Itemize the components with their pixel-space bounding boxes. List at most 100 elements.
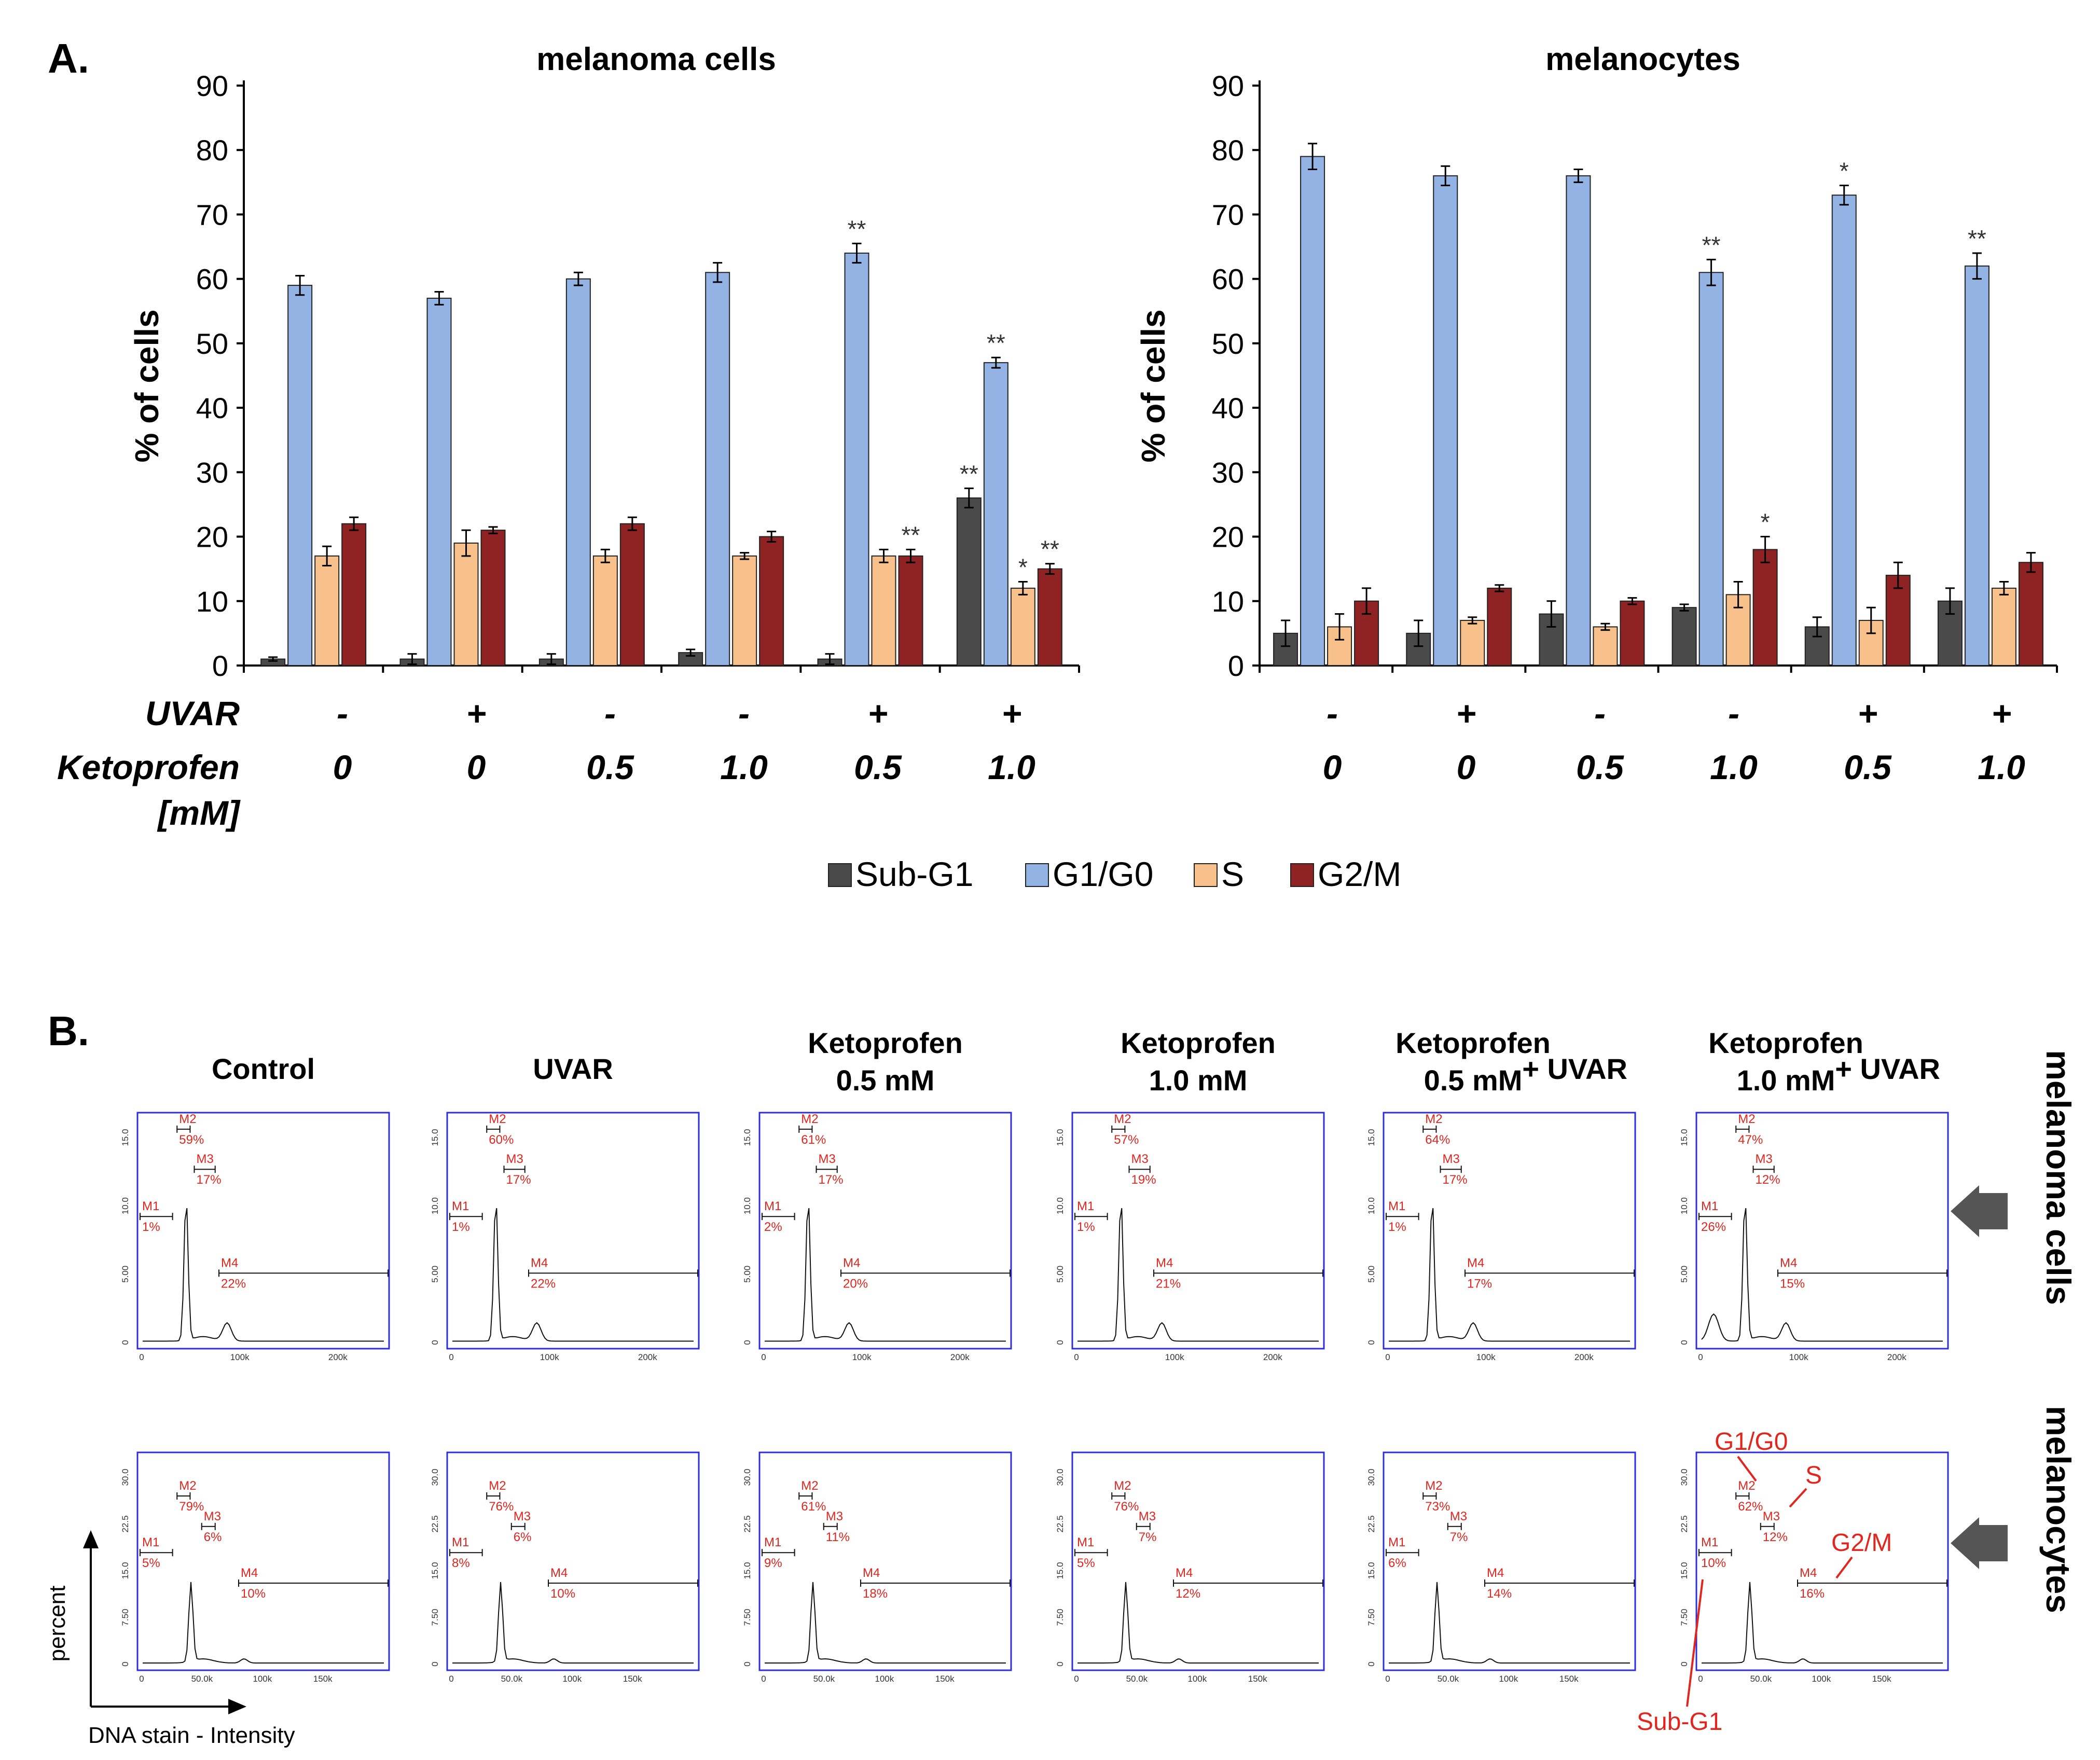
gate-name: M3 [1131,1152,1149,1166]
y-tick-label: 80 [196,134,228,167]
hist-x-tick: 150k [313,1674,333,1684]
hist-x-tick: 100k [562,1674,582,1684]
hist-x-tick: 100k [1499,1674,1518,1684]
uvar-value: + [1002,694,1022,732]
hist-y-tick: 30.0 [430,1468,440,1486]
hist-y-tick: 5.00 [1055,1266,1065,1283]
significance-mark: * [1018,554,1028,581]
gate-name: M3 [1756,1152,1773,1166]
gate-name: M3 [197,1152,214,1166]
hist-y-tick: 0 [430,1340,440,1345]
significance-mark: ** [987,329,1005,356]
hist-y-tick: 0 [120,1661,130,1666]
keto-value: 0 [1457,748,1476,786]
bar-g2m [619,523,645,666]
gate-percent: 60% [489,1133,514,1147]
gate-name: M3 [506,1152,523,1166]
histogram-trace [143,1208,384,1342]
hist-x-tick: 200k [1263,1352,1282,1362]
uvar-row-label: UVAR [145,694,240,732]
gate-percent: 15% [1780,1277,1805,1291]
histogram-panel: 0 5.00 10.0 15.0 0 100k 200k M1 26% M2 47% M3 12% M4 1… [1679,1112,1949,1362]
bar-s [314,555,340,667]
annotation-arrow [1789,1488,1807,1508]
bar-g1g0 [1831,195,1857,666]
hist-x-tick: 200k [1887,1352,1906,1362]
hist-x-tick: 0 [1698,1674,1703,1684]
hist-y-tick: 7.50 [430,1609,440,1626]
histogram-panel: 0 5.00 10.0 15.0 0 100k 200k M1 1% M2 57% M3 19% M4 21… [1055,1112,1325,1362]
hist-y-tick: 10.0 [742,1197,752,1214]
gate-percent: 7% [1450,1530,1468,1544]
histogram-trace [765,1208,1006,1342]
hist-y-tick: 15.0 [120,1562,130,1579]
y-tick-label: 30 [196,456,228,489]
row-title: melanocytes [2039,1406,2078,1613]
gate-percent: 1% [142,1220,160,1234]
gate-percent: 76% [489,1500,514,1514]
y-tick-label: 50 [1212,327,1244,360]
gate-name: M4 [550,1566,568,1580]
gate-percent: 5% [1077,1556,1095,1570]
gate-name: M3 [826,1509,843,1523]
legend: Sub-G1 G1/G0 S G2/M [828,855,1401,893]
hist-x-tick: 100k [1789,1352,1808,1362]
gate-percent: 5% [142,1556,160,1570]
gate-name: M1 [142,1535,159,1549]
significance-mark: ** [848,215,866,242]
keto-value: 0.5 [586,748,634,786]
histogram-frame [758,1451,1012,1671]
y-tick-label: 90 [1212,70,1244,102]
hist-x-tick: 0 [1074,1352,1079,1362]
hist-y-tick: 10.0 [1679,1197,1689,1214]
column-title: UVAR [533,1052,613,1085]
hist-x-tick: 0 [761,1352,766,1362]
y-tick-label: 80 [1212,134,1244,167]
gate-name: M3 [514,1509,531,1523]
y-tick-label: 90 [196,70,228,102]
histogram-frame [1071,1112,1325,1350]
gate-name: M1 [1701,1199,1718,1213]
y-axis-label: % of cells [128,309,165,462]
gate-percent: 47% [1738,1133,1763,1147]
hist-x-tick: 50.0k [813,1674,835,1684]
gate-percent: 6% [1388,1556,1406,1570]
gate-percent: 64% [1425,1133,1450,1147]
y-tick-label: 60 [1212,263,1244,296]
gate-percent: 62% [1738,1500,1763,1514]
gate-percent: 1% [1388,1220,1406,1234]
hist-x-tick: 100k [230,1352,250,1362]
uvar-value: - [604,694,616,732]
y-tick-label: 30 [1212,456,1244,489]
gate-percent: 2% [764,1220,782,1234]
uvar-value: + [1992,694,2012,732]
hist-y-tick: 5.00 [1366,1266,1376,1283]
gate-name: M4 [1780,1256,1797,1270]
y-tick-label: 40 [1212,392,1244,424]
bar-s [1460,620,1485,666]
gate-name: M1 [452,1535,469,1549]
gate-percent: 21% [1156,1277,1181,1291]
bar-s [732,555,757,667]
gate-name: M3 [1450,1509,1467,1523]
hist-x-tick: 50.0k [1438,1674,1459,1684]
bar-s [453,542,479,666]
axis-x-label: DNA stain - Intensity [88,1723,295,1748]
hist-y-tick: 0 [1679,1340,1689,1345]
y-tick-label: 70 [1212,198,1244,231]
hist-x-tick: 0 [1074,1674,1079,1684]
hist-y-tick: 30.0 [1366,1468,1376,1486]
annotation-g1g0: G1/G0 [1715,1428,1788,1456]
chart-1: melanoma cells % of cells 0 10 20 30 40 50 60 70 8… [128,41,1080,786]
gate-percent: 20% [843,1277,868,1291]
hist-x-tick: 100k [852,1352,872,1362]
hist-x-tick: 0 [1385,1674,1390,1684]
legend-swatch [1194,863,1218,887]
histogram-frame [1383,1451,1636,1671]
column-subtitle: 1.0 mM [1737,1064,1835,1097]
column-subtitle: 1.0 mM [1149,1064,1248,1097]
hist-y-tick: 0 [742,1661,752,1666]
keto-value: 1.0 [720,748,768,786]
gate-percent: 11% [826,1530,850,1544]
